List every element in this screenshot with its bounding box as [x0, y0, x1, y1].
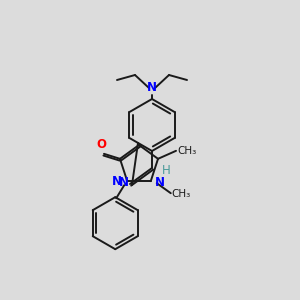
Text: H: H: [162, 164, 171, 176]
Text: CH₃: CH₃: [172, 189, 191, 199]
Text: N: N: [147, 81, 157, 94]
Text: N: N: [155, 176, 165, 189]
Text: O: O: [96, 138, 106, 151]
Text: N: N: [112, 175, 122, 188]
Text: CH₃: CH₃: [177, 146, 196, 156]
Text: N: N: [119, 176, 129, 190]
